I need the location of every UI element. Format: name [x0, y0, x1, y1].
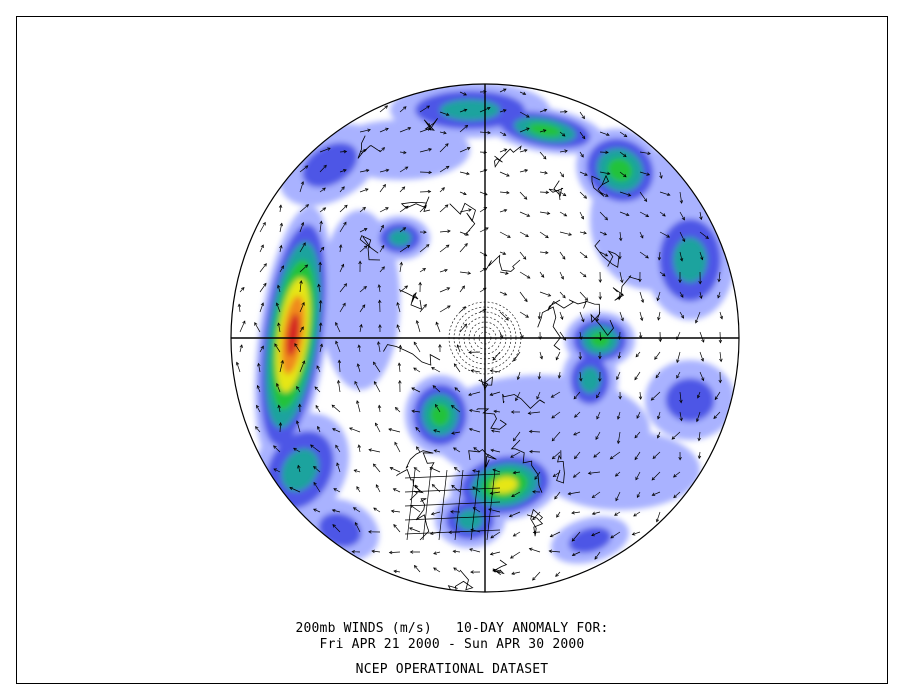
plot-frame [16, 16, 888, 684]
wind-vectors [235, 88, 724, 581]
caption-title: 200mb WINDS (m/s) 10-DAY ANOMALY FOR: [295, 621, 609, 636]
caption-dataset: NCEP OPERATIONAL DATASET [355, 662, 549, 677]
caption-date-range: Fri APR 21 2000 - Sun APR 30 2000 [319, 637, 585, 652]
